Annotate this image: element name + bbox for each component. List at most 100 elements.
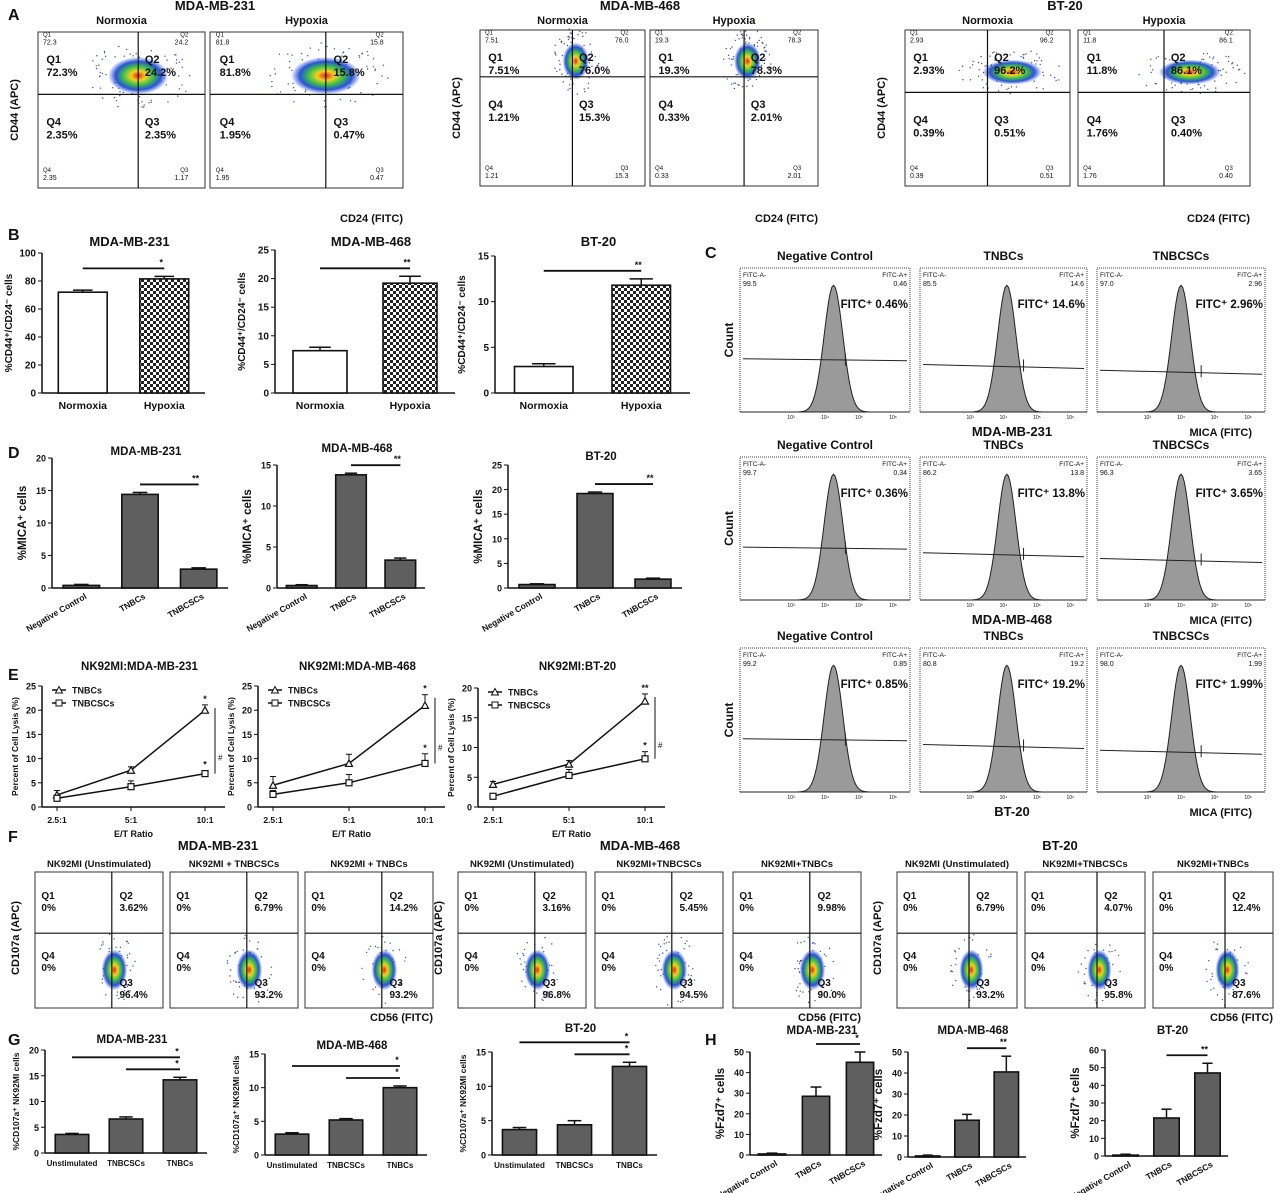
event-dot [368,948,370,950]
fitc-positive-label: FITC⁺ 14.6% [1018,299,1085,311]
event-dot [238,986,241,988]
event-dot [542,999,544,1002]
event-dot [1058,65,1060,67]
fitc-positive-label: FITC⁺ 13.8% [1018,488,1085,500]
data-point [201,770,209,778]
fitc-positive-label: FITC⁺ 3.65% [1196,488,1263,500]
gate-pos-value: 14.6 [1070,281,1084,288]
svg-text:Q1: Q1 [655,30,664,36]
event-dot [92,86,94,89]
quadrant-value-Q1: 19.3% [658,65,689,77]
y-tick-label: 10 [29,1097,39,1107]
event-dot [1110,985,1112,987]
plot-title: Hypoxia [1143,15,1187,27]
event-dot [958,948,960,950]
event-dot [733,87,736,90]
event-dot [660,975,662,977]
event-dot [366,65,368,68]
histogram-row: Count MDA-MB-468 MICA (FITC) Negative Contr… [722,438,1266,627]
flow-dot-plot: Q17.51%Q276.0%Q315.3%Q41.21%Q17.51Q276.0… [479,28,646,187]
svg-text:FITC-A+: FITC-A+ [1059,652,1084,659]
event-dot [568,28,570,30]
svg-text:FITC-A+: FITC-A+ [882,272,907,279]
chart-G-10: MDA-MB-468 0 5 10 15 %CD107a⁺ NK92MI cells Uns… [231,1040,427,1170]
event-dot [1199,92,1202,95]
svg-text:10⁶: 10⁶ [1066,603,1074,609]
event-dot [763,62,766,65]
quadrant-label-Q3: Q3 [334,117,349,129]
event-dot [819,994,821,997]
panel-letter-F: F [8,829,18,846]
svg-text:FITC-A-: FITC-A- [1100,652,1123,659]
event-dot [235,981,237,983]
histogram: TNBCSCs FITC-A- 96.3 FITC-A+ 3.65 FITC⁺ 3.65%… [1096,438,1266,609]
event-dot [744,38,746,40]
quadrant-value-Q3: 15.3% [579,112,610,124]
quadrant-small-Q3: 1.17 [175,175,189,182]
event-dot [731,46,733,48]
y-axis-label: %Fzd7⁺ cells [715,1068,727,1139]
svg-text:D: D [8,445,20,462]
event-dot [232,980,235,982]
event-dot [1083,973,1086,975]
event-dot [126,984,128,986]
event-dot [132,965,134,967]
quadrant-small-Q2: 86.1 [1219,37,1233,44]
event-dot [1214,80,1216,82]
plot-frame [1152,871,1274,1009]
event-dot [723,58,725,60]
event-dot [567,89,569,91]
histogram-row: Count MDA-MB-231 MICA (FITC) Negative Contr… [722,249,1266,439]
event-dot [188,74,191,77]
svg-text:10⁴: 10⁴ [1000,603,1008,609]
event-dot [1020,55,1022,58]
x-tick-label: 2.5:1 [47,815,67,825]
event-dot [1009,92,1012,95]
event-dot [340,55,343,57]
gate-pos-value: 3.65 [1248,470,1262,477]
plot-title: Normoxia [962,15,1014,27]
event-dot [798,962,801,965]
event-dot [242,996,244,999]
y-tick-label: 60 [25,305,37,316]
event-dot [175,54,177,56]
y-tick-label: 20 [258,274,270,285]
event-dot [680,936,682,939]
event-dot [260,956,263,958]
svg-text:10³: 10³ [1144,603,1152,609]
event-dot [333,48,336,50]
gate-line [742,738,908,742]
quadrant-label-Q3: Q3 [1104,978,1118,989]
event-dot [1035,87,1038,89]
event-dot [1232,995,1234,997]
event-dot [1164,57,1167,60]
event-dot [116,991,119,993]
plot-title: TNBCSCs [1153,249,1210,263]
density-blob [524,949,551,991]
event-dot [802,991,804,993]
plot-title: NK92MI (Unstimulated) [470,859,574,870]
y-tick-label: 5 [266,543,271,553]
event-dot [261,995,264,998]
svg-text:Q1: Q1 [216,32,225,38]
y-tick-label: 5 [481,1116,486,1126]
event-dot [731,58,733,60]
histogram: TNBCSCs FITC-A- 98.0 FITC-A+ 1.99 FITC⁺ 1.99%… [1096,629,1266,801]
bar [1111,1154,1140,1157]
event-dot [764,46,766,48]
svg-text:Q3: Q3 [793,166,802,172]
event-dot [765,44,767,46]
density-blob [236,949,263,991]
data-point [53,794,61,802]
quadrant-label-Q4: Q4 [903,951,917,962]
event-dot [1236,64,1238,66]
event-dot [796,942,799,944]
event-dot [1094,999,1096,1001]
event-dot [1171,87,1173,89]
quadrant-small-Q2: 24.2 [175,39,189,46]
svg-text:Q1: Q1 [1083,30,1092,36]
event-dot [1227,56,1230,58]
event-dot [304,90,306,93]
event-dot [128,981,131,983]
